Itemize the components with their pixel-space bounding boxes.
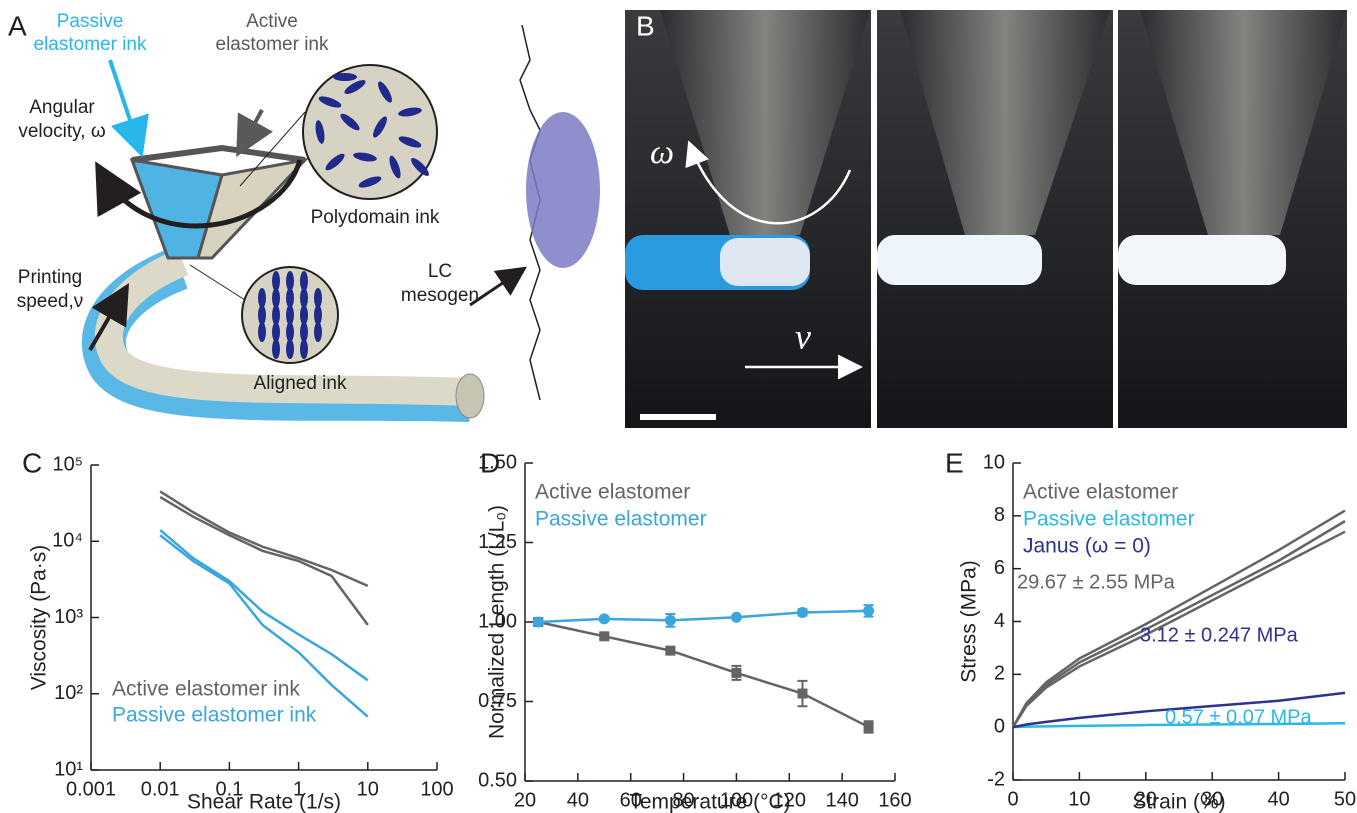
label: Passive	[57, 11, 124, 32]
marker	[731, 612, 742, 623]
legend-entry: Active elastomer	[535, 481, 690, 504]
y-tick-label: -2	[987, 768, 1005, 790]
x-tick-label: 20	[514, 789, 536, 811]
legend-entry: Janus (ω = 0)	[1023, 535, 1151, 558]
y-tick-label: 4	[994, 610, 1005, 632]
x-tick-label: 10	[357, 778, 379, 800]
figure: A Passive elastomer ink Active elastomer…	[0, 0, 1357, 813]
y-tick-label: 10⁵	[52, 453, 83, 475]
chart: C0.0010.010.111010010¹10²10³10⁴10⁵Shear …	[22, 447, 454, 813]
y-tick-label: 0.50	[478, 769, 517, 791]
y-tick-label: 10⁴	[52, 530, 83, 552]
x-axis-title: Shear Rate (1/s)	[187, 791, 341, 813]
y-tick-label: 10³	[54, 606, 83, 628]
label: LC	[428, 261, 452, 282]
legend-entry: Passive elastomer ink	[112, 704, 317, 727]
panel-b: B ω v	[625, 10, 1347, 428]
mesogen-icon	[272, 339, 280, 359]
legend-entry: Active elastomer	[1023, 481, 1178, 504]
x-tick-label: 100	[420, 778, 453, 800]
x-tick-label: 0	[1007, 788, 1018, 810]
leader	[190, 265, 245, 300]
y-tick-label: 0	[994, 715, 1005, 737]
panel-label: B	[636, 10, 655, 41]
y-tick-label: 2	[994, 663, 1005, 685]
series-line	[160, 491, 368, 585]
mesogen-icon	[258, 322, 266, 342]
ribbon-end	[456, 374, 484, 418]
x-tick-label: 160	[878, 789, 911, 811]
ink	[1118, 235, 1286, 285]
label: Printing	[18, 267, 82, 288]
label: velocity, ω	[18, 121, 106, 142]
marker	[665, 646, 675, 656]
label: Angular	[29, 97, 95, 118]
legend-entry: Active elastomer ink	[112, 678, 300, 701]
x-tick-label: 40	[1267, 788, 1289, 810]
label: mesogen	[401, 285, 479, 306]
y-tick-label: 1.50	[478, 451, 517, 473]
marker	[798, 689, 808, 699]
y-tick-label: 10²	[54, 682, 83, 704]
mesogen-icon	[333, 73, 357, 81]
label: v	[795, 316, 811, 356]
x-tick-label: 10	[1068, 788, 1090, 810]
marker	[731, 668, 741, 678]
annotation: 0.57 ± 0.07 MPa	[1165, 706, 1312, 728]
x-axis-title: Temperature (°C)	[629, 791, 790, 813]
chart: E01020304050-20246810Strain (%)Stress (M…	[945, 447, 1356, 813]
y-axis-title: Viscosity (Pa·s)	[28, 545, 51, 690]
annotation: 3.12 ± 0.247 MPa	[1140, 624, 1299, 646]
y-tick-label: 6	[994, 557, 1005, 579]
label: Polydomain ink	[311, 207, 440, 228]
arrow	[240, 110, 262, 150]
label: Aligned ink	[254, 373, 347, 394]
y-axis-title: Stress (MPa)	[958, 560, 981, 683]
y-tick-label: 10¹	[54, 758, 83, 780]
y-tick-label: 10	[983, 451, 1005, 473]
label: elastomer ink	[216, 34, 329, 55]
marker	[665, 615, 676, 626]
label: speed,ν	[17, 291, 84, 312]
legend-entry: Passive elastomer	[1023, 508, 1195, 531]
marker	[797, 607, 808, 618]
x-tick-label: 0.001	[66, 778, 116, 800]
annotation: 29.67 ± 2.55 MPa	[1017, 571, 1176, 593]
series-line	[160, 530, 368, 680]
marker	[863, 605, 874, 616]
label: Active	[246, 11, 298, 32]
panel-label: E	[945, 447, 964, 478]
marker	[864, 722, 874, 732]
x-tick-label: 0.01	[141, 778, 180, 800]
arrow	[110, 60, 140, 150]
y-tick-label: 8	[994, 504, 1005, 526]
y-axis-title: Normalized Length (L/L₀)	[486, 505, 509, 739]
legend-entry: Passive elastomer	[535, 508, 707, 531]
x-tick-label: 40	[567, 789, 589, 811]
series-line	[538, 611, 868, 622]
panel-label: C	[22, 447, 42, 478]
ink	[720, 238, 810, 286]
mesogen-ellipse	[526, 112, 600, 268]
x-tick-label: 50	[1334, 788, 1356, 810]
marker	[599, 613, 610, 624]
mesogen-icon	[300, 339, 308, 359]
x-axis-title: Strain (%)	[1132, 791, 1225, 813]
mesogen-icon	[286, 339, 294, 359]
marker	[599, 631, 609, 641]
marker	[533, 617, 544, 628]
x-tick-label: 140	[825, 789, 858, 811]
label: ω	[650, 134, 674, 171]
mesogen-icon	[314, 322, 322, 342]
series-line	[538, 622, 868, 727]
nozzle-rim	[132, 148, 305, 160]
label: elastomer ink	[34, 34, 147, 55]
ink	[877, 235, 1042, 285]
panel-label: A	[8, 10, 27, 41]
